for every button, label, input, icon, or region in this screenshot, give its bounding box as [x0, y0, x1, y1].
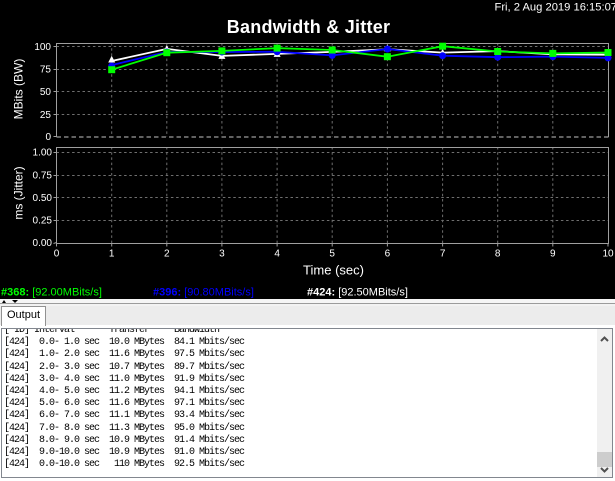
svg-text:MBits (BW): MBits (BW): [12, 59, 26, 120]
svg-text:#396: [90.80MBits/s]: #396: [90.80MBits/s]: [153, 287, 254, 299]
svg-text:5: 5: [329, 249, 335, 260]
svg-text:100: 100: [34, 42, 51, 53]
svg-text:10: 10: [602, 249, 614, 260]
svg-text:Time (sec): Time (sec): [303, 263, 364, 278]
svg-text:0: 0: [54, 249, 60, 260]
svg-text:2: 2: [164, 249, 170, 260]
svg-text:#368: [92.00MBits/s]: #368: [92.00MBits/s]: [1, 287, 102, 299]
svg-text:6: 6: [385, 249, 391, 260]
svg-text:0.75: 0.75: [33, 170, 53, 181]
svg-text:8: 8: [495, 249, 501, 260]
svg-text:ms (Jitter): ms (Jitter): [12, 166, 26, 219]
svg-text:7: 7: [440, 249, 446, 260]
svg-text:1: 1: [109, 249, 115, 260]
svg-text:50: 50: [40, 87, 52, 98]
svg-text:#424: [92.50MBits/s]: #424: [92.50MBits/s]: [307, 287, 408, 299]
svg-text:4: 4: [274, 249, 280, 260]
svg-text:1.00: 1.00: [33, 148, 53, 159]
svg-text:9: 9: [550, 249, 556, 260]
svg-text:75: 75: [40, 65, 52, 76]
svg-text:0.00: 0.00: [33, 238, 53, 249]
svg-text:0.25: 0.25: [33, 216, 53, 227]
svg-text:0.50: 0.50: [33, 193, 53, 204]
svg-text:Fri, 2 Aug 2019 16:15:07: Fri, 2 Aug 2019 16:15:07: [495, 2, 615, 14]
svg-text:3: 3: [219, 249, 225, 260]
svg-text:25: 25: [40, 110, 52, 121]
svg-text:Bandwidth & Jitter: Bandwidth & Jitter: [227, 17, 391, 37]
svg-text:0: 0: [45, 132, 51, 143]
